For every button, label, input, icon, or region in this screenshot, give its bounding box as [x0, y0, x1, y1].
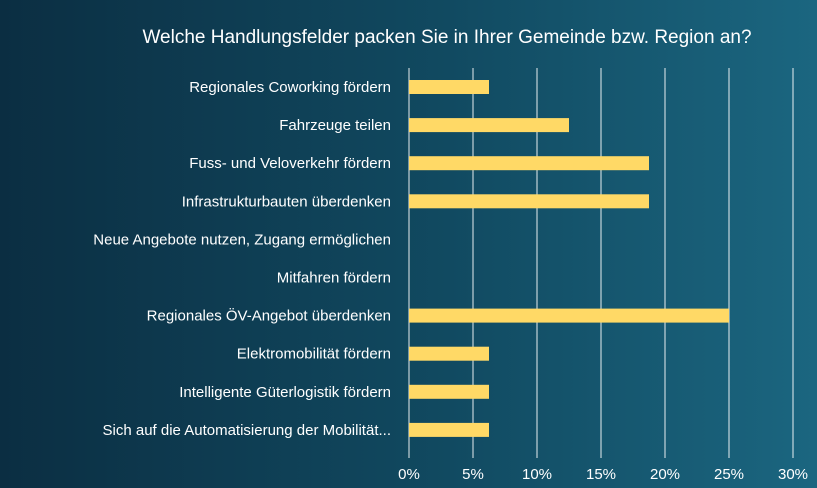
- bar: [409, 118, 569, 133]
- gridlines: [408, 68, 794, 458]
- bar: [409, 194, 649, 209]
- x-tick-label: 5%: [462, 466, 484, 483]
- category-label: Infrastrukturbauten überdenken: [182, 193, 391, 210]
- x-tick-label: 30%: [778, 466, 808, 483]
- category-label: Elektromobilität fördern: [237, 346, 391, 363]
- bar: [409, 422, 489, 437]
- category-label: Regionales ÖV-Angebot überdenken: [147, 307, 391, 325]
- x-tick-label: 15%: [586, 466, 616, 483]
- x-tick-label: 20%: [650, 466, 680, 483]
- bar: [409, 384, 489, 399]
- x-tick-label: 25%: [714, 466, 744, 483]
- category-label: Sich auf die Automatisierung der Mobilit…: [103, 422, 392, 439]
- bar: [409, 308, 729, 323]
- category-label: Intelligente Güterlogistik fördern: [179, 384, 391, 401]
- x-tick-label: 0%: [398, 466, 420, 483]
- category-label: Regionales Coworking fördern: [189, 79, 391, 96]
- chart-title: Welche Handlungsfelder packen Sie in Ihr…: [142, 27, 751, 48]
- category-label: Fuss- und Veloverkehr fördern: [189, 155, 391, 172]
- x-tick-label: 10%: [522, 466, 552, 483]
- x-axis-tick-labels: 0% 5% 10% 15% 20% 25% 30%: [398, 466, 808, 483]
- bar: [409, 80, 489, 94]
- category-label: Mitfahren fördern: [277, 270, 391, 287]
- category-label: Neue Angebote nutzen, Zugang ermöglichen: [93, 231, 391, 248]
- bar: [409, 156, 649, 171]
- category-label: Fahrzeuge teilen: [279, 117, 391, 134]
- bars: [409, 80, 729, 437]
- bar: [409, 346, 489, 361]
- category-labels: Regionales Coworking fördern Fahrzeuge te…: [93, 79, 391, 439]
